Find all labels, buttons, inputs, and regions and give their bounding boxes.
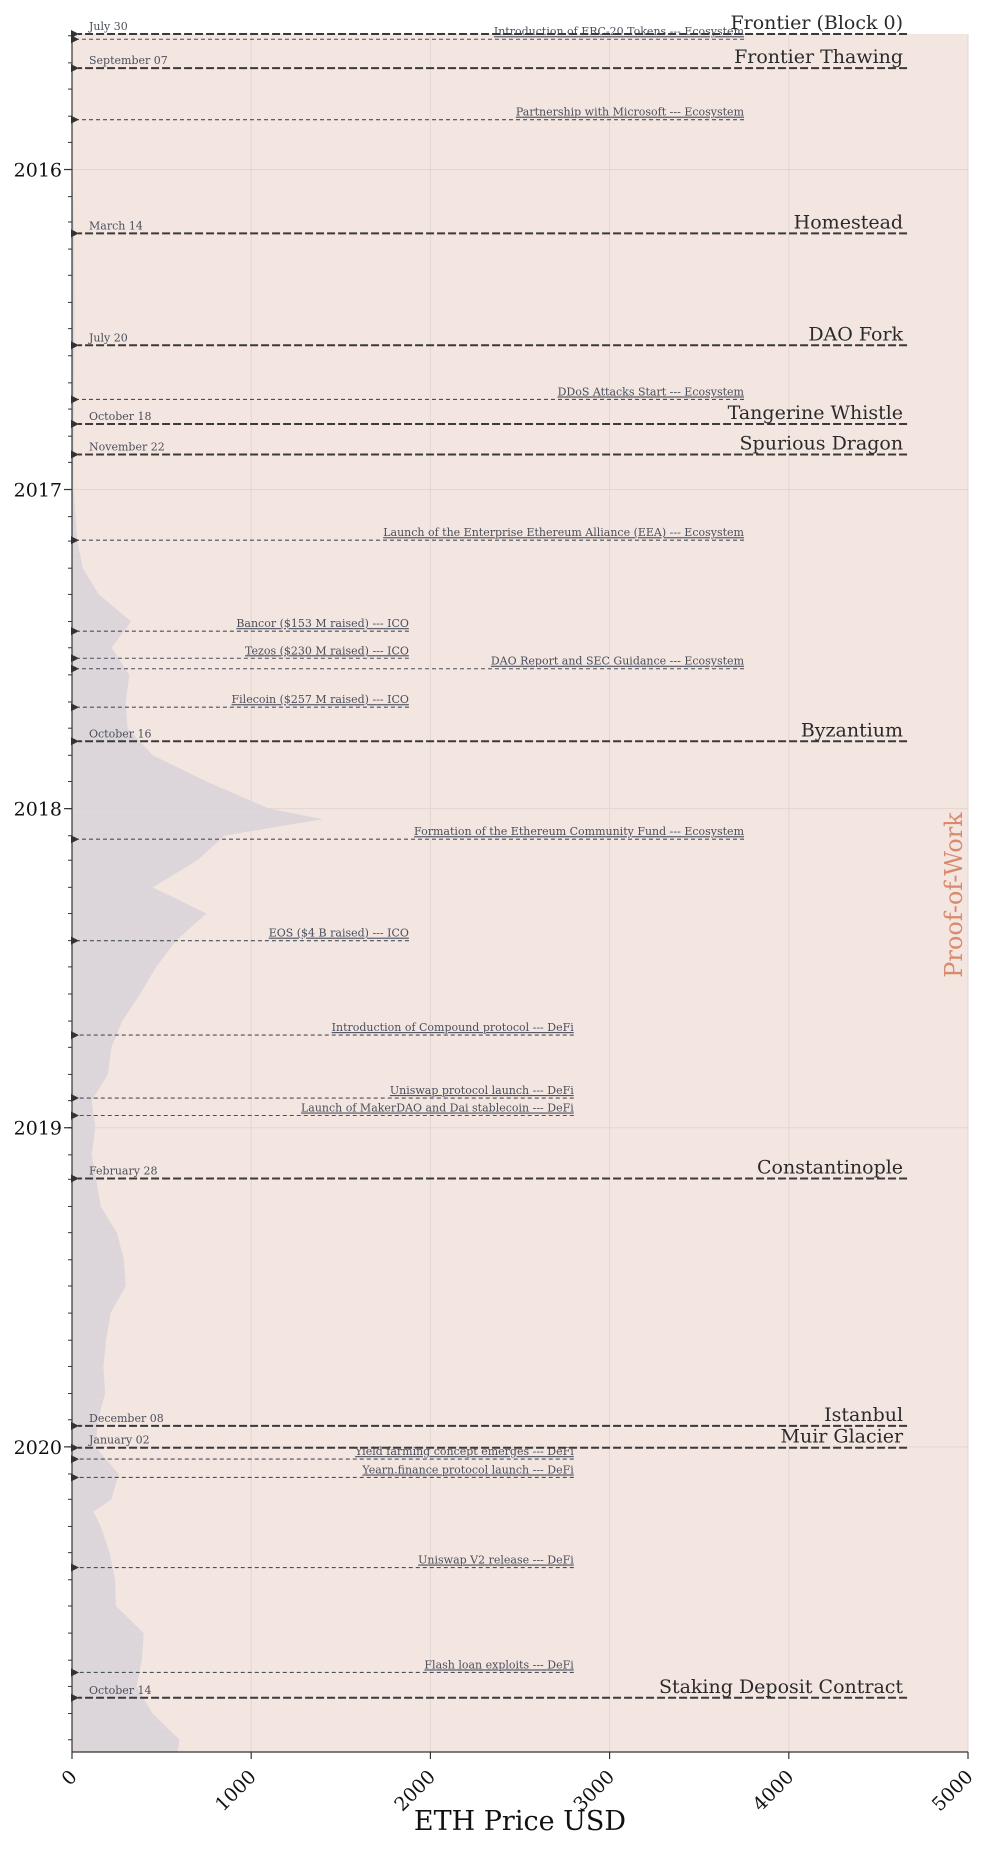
- y-tick-label: 2018: [14, 799, 62, 821]
- network-forks: Frontier (Block 0) July 30 Frontier Thawin…: [71, 12, 908, 1702]
- event-label: Uniswap protocol launch --- DeFi: [390, 1084, 574, 1097]
- fork-label: Homestead: [794, 211, 903, 233]
- price-area: [72, 34, 323, 1752]
- event-label: Filecoin ($257 M raised) --- ICO: [232, 693, 409, 706]
- fork-label: Istanbul: [824, 1404, 903, 1426]
- fork-label: Constantinople: [757, 1156, 903, 1178]
- fork-label: Spurious Dragon: [740, 433, 904, 455]
- y-tick-label: 2019: [14, 1118, 62, 1140]
- fork-date-label: December 08: [89, 1412, 164, 1425]
- fork-date-label: September 07: [89, 54, 168, 67]
- fork-label: DAO Fork: [808, 323, 903, 345]
- fork-label: Frontier Thawing: [734, 46, 903, 68]
- y-axis: 2016 2017 2018 2019 2020: [14, 35, 72, 1741]
- fork-label: Byzantium: [801, 719, 903, 741]
- event-label: Introduction of ERC-20 Tokens --- Ecosys…: [494, 25, 745, 38]
- era-band: [72, 34, 968, 1752]
- era-band-label: Proof-of-Work: [940, 812, 968, 978]
- fork-date-label: October 14: [89, 1684, 152, 1697]
- x-tick-label: 5000: [928, 1766, 978, 1816]
- event-label: Yearn.finance protocol launch --- DeFi: [361, 1463, 574, 1476]
- event-label: Bancor ($153 M raised) --- ICO: [236, 617, 409, 630]
- x-tick-label: 0: [57, 1766, 81, 1790]
- fork-date-label: February 28: [89, 1164, 157, 1177]
- event-label: EOS ($4 B raised) --- ICO: [269, 927, 409, 940]
- event-label: Tezos ($230 M raised) --- ICO: [245, 644, 409, 657]
- event-label: DAO Report and SEC Guidance --- Ecosyste…: [491, 655, 745, 668]
- event-label: DDoS Attacks Start --- Ecosystem: [558, 385, 745, 398]
- event-label: Launch of the Enterprise Ethereum Allian…: [383, 526, 744, 539]
- y-tick-label: 2020: [14, 1437, 62, 1459]
- x-tick-label: 4000: [749, 1766, 799, 1816]
- y-tick-label: 2017: [14, 480, 62, 502]
- fork-date-label: July 30: [88, 20, 128, 33]
- event-label: Launch of MakerDAO and Dai stablecoin --…: [301, 1102, 574, 1115]
- fork-date-label: July 20: [88, 331, 128, 344]
- fork-label: Muir Glacier: [781, 1426, 904, 1448]
- fork-date-label: October 18: [89, 410, 152, 423]
- fork-label: Tangerine Whistle: [728, 402, 903, 424]
- fork-date-label: January 02: [88, 1434, 150, 1447]
- fork-date-label: November 22: [89, 441, 165, 454]
- y-tick-label: 2016: [14, 160, 62, 182]
- fork-label: Frontier (Block 0): [730, 12, 903, 34]
- fork-date-label: March 14: [89, 219, 143, 232]
- event-label: Formation of the Ethereum Community Fund…: [414, 825, 745, 838]
- fork-label: Staking Deposit Contract: [659, 1676, 903, 1698]
- fork-date-label: October 16: [89, 727, 152, 740]
- x-tick-label: 1000: [211, 1766, 261, 1816]
- event-label: Flash loan exploits --- DeFi: [424, 1658, 574, 1671]
- event-label: Partnership with Microsoft --- Ecosystem: [516, 106, 745, 119]
- event-label: Uniswap V2 release --- DeFi: [418, 1554, 574, 1567]
- x-axis-label: ETH Price USD: [414, 1806, 626, 1837]
- event-label: Introduction of Compound protocol --- De…: [332, 1021, 575, 1034]
